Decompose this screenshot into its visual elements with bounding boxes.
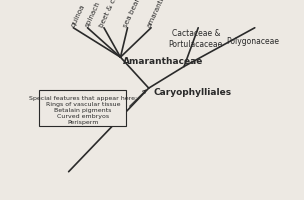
Text: Cactaceae &
Portulacaceae: Cactaceae & Portulacaceae: [169, 29, 223, 49]
Text: Betalain pigments: Betalain pigments: [54, 107, 112, 112]
Text: Amaranthaceae: Amaranthaceae: [123, 56, 203, 65]
Text: spinach: spinach: [84, 0, 101, 28]
Text: Polygonaceae: Polygonaceae: [226, 37, 279, 46]
Text: Rings of vascular tissue: Rings of vascular tissue: [46, 101, 120, 106]
Text: beet & chard: beet & chard: [99, 0, 124, 28]
Text: Special features that appear here:: Special features that appear here:: [29, 96, 137, 101]
Text: Curved embryos: Curved embryos: [57, 113, 109, 118]
Text: sea beans: sea beans: [122, 0, 143, 28]
Text: quinoa: quinoa: [70, 3, 86, 28]
Text: Caryophylliales: Caryophylliales: [154, 87, 232, 96]
FancyBboxPatch shape: [39, 91, 126, 126]
Text: Perisperm: Perisperm: [67, 119, 98, 124]
Text: amaranth: amaranth: [146, 0, 166, 28]
